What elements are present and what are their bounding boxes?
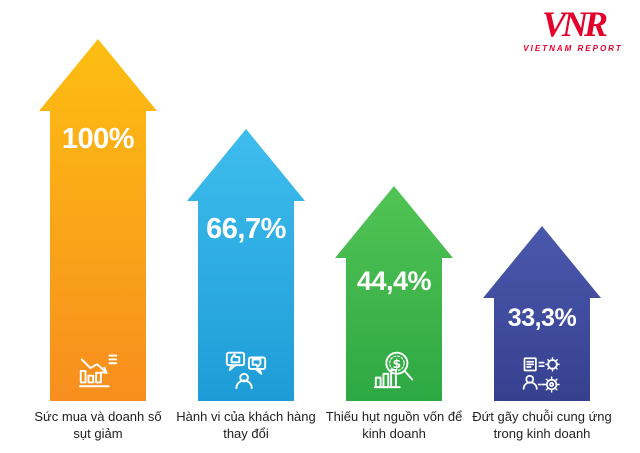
logo-name: VIETNAM REPORT	[523, 44, 623, 53]
category-label: Sức mua và doanh số sụt giảm	[34, 409, 162, 441]
bar-column-declining-sales: 100% Sức mua và doanh số sụt giảm	[24, 39, 172, 447]
category-label: Thiếu hụt nguồn vốn để kinh doanh	[325, 409, 463, 441]
logo-monogram: VNR	[541, 4, 608, 44]
arrow-bar: 44,4% $	[335, 186, 453, 401]
bar-chart: 100% Sức mua và doanh số sụt giảm 66,7%	[0, 39, 640, 447]
vietnam-report-logo: VNR VIETNAM REPORT	[518, 6, 628, 53]
bar-column-capital-shortage: 44,4% $ Thiếu hụt nguồn vốn để kinh doan…	[320, 186, 468, 447]
customer-behavior-icon	[225, 351, 267, 390]
capital-shortage-icon: $	[373, 351, 414, 389]
percentage-label: 44,4%	[356, 266, 432, 296]
arrow-bar: 100%	[39, 39, 157, 401]
declining-sales-icon	[78, 354, 118, 388]
percentage-label: 66,7%	[206, 213, 286, 245]
arrow-bar: 33,3%	[483, 226, 601, 401]
bar-column-customer-behavior: 66,7% Hành vi của khách hàng thay đổi	[172, 129, 320, 447]
arrow-bar: 66,7%	[187, 129, 305, 401]
category-label: Đứt gãy chuỗi cung ứng trong kinh doanh	[472, 409, 612, 441]
svg-text:$: $	[393, 356, 402, 371]
category-label: Hành vi của khách hàng thay đổi	[176, 409, 316, 441]
supply-chain-icon	[522, 357, 560, 393]
percentage-label: 33,3%	[507, 304, 577, 332]
bar-column-supply-chain: 33,3% Đứt gãy chuỗi cung ứng trong kinh …	[468, 226, 616, 447]
percentage-label: 100%	[61, 123, 135, 155]
